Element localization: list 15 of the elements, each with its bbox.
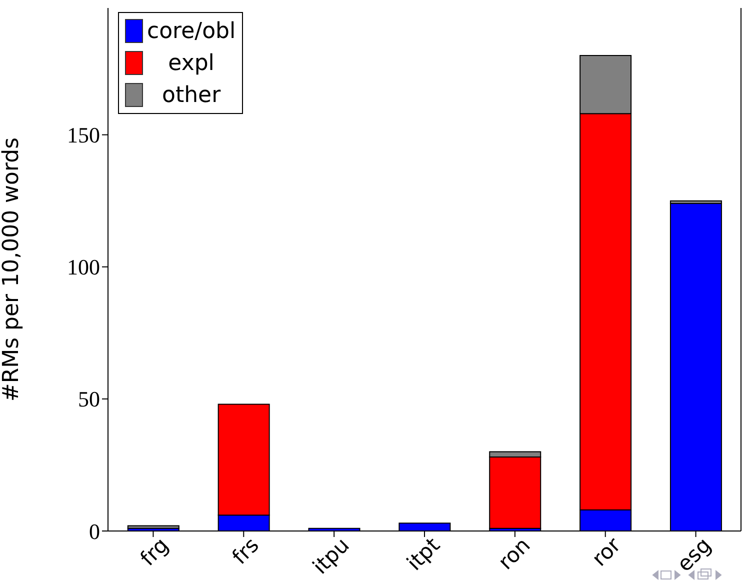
y-tick-label: 50: [78, 386, 100, 412]
legend-label: expl: [167, 50, 216, 76]
y-tick-label: 150: [67, 122, 100, 148]
x-tick-label: itpt: [402, 533, 444, 576]
x-tick-label: frs: [228, 533, 264, 570]
legend-label: core/obl: [147, 18, 236, 44]
y-axis-title: #RMs per 10,000 words: [0, 137, 24, 402]
x-tick-label: ror: [587, 532, 626, 571]
x-tick-label: esg: [672, 533, 716, 576]
x-tick-label: itpu: [308, 533, 354, 579]
x-tick-label: frg: [136, 533, 174, 570]
legend-label: other: [161, 82, 222, 108]
y-tick-label: 100: [67, 254, 100, 280]
y-tick-label: 0: [89, 518, 100, 544]
x-tick-label: ron: [494, 533, 535, 574]
